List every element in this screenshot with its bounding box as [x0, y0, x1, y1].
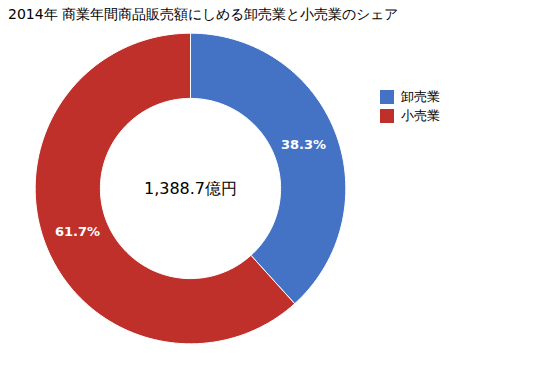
svg-text:1,388.7億円: 1,388.7億円 — [144, 179, 237, 198]
svg-text:61.7%: 61.7% — [55, 224, 100, 239]
html-text:卸売業: 卸売業 — [400, 89, 440, 104]
html-text:2014年 商業年間商品販売額にしめる卸売業と小売業のシェア: 2014年 商業年間商品販売額にしめる卸売業と小売業のシェア — [8, 6, 399, 22]
svg-text:38.3%: 38.3% — [281, 137, 326, 152]
html-text:小売業: 小売業 — [400, 108, 440, 123]
